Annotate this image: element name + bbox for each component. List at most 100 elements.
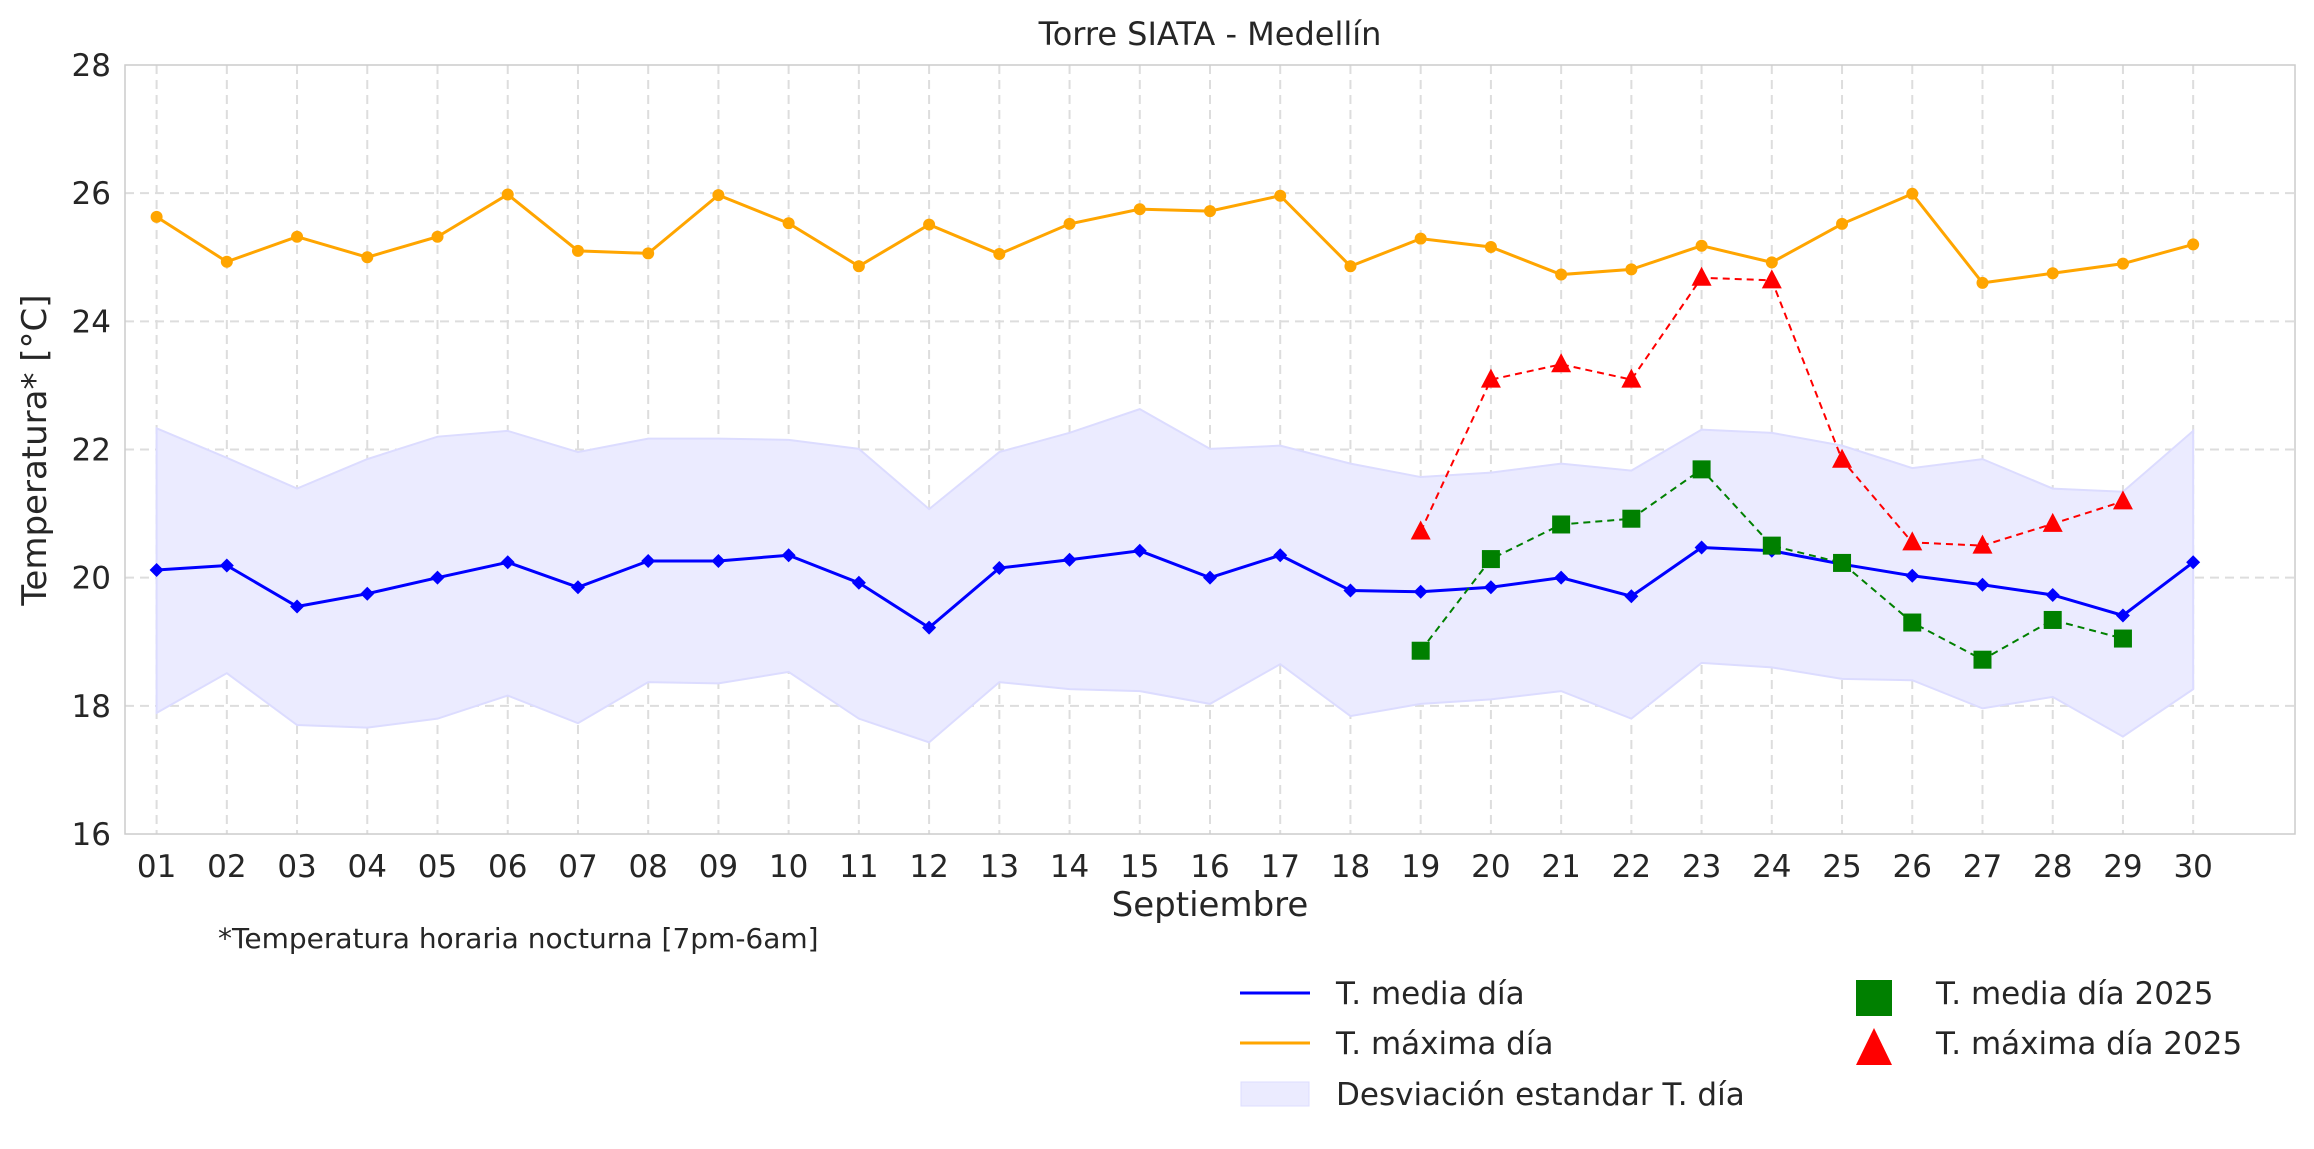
- x-tick-label: 05: [418, 849, 457, 885]
- data-point-max: [1765, 256, 1778, 269]
- data-point-max-2025: [1551, 353, 1572, 373]
- data-point-mean: [1554, 570, 1569, 585]
- std-deviation-band: [155, 408, 2195, 744]
- data-point-max: [1836, 217, 1849, 230]
- tick-labels: 16 18 20 22 24 26 28 01 02 03 04 05 06 07 08 09 10 11 12 13…: [72, 48, 2213, 885]
- x-tick-label: 24: [1752, 849, 1791, 885]
- x-tick-label: 16: [1190, 849, 1229, 885]
- legend-label-max-2025: T. máxima día 2025: [1935, 1026, 2242, 1062]
- data-point-max: [1344, 260, 1357, 273]
- data-point-mean: [1203, 570, 1217, 585]
- data-point-mean: [570, 580, 585, 595]
- data-point-mean-2025: [1411, 641, 1430, 660]
- data-point-mean: [430, 570, 445, 585]
- data-point-mean: [1975, 577, 1990, 592]
- data-point-mean: [992, 561, 1007, 576]
- y-tick-label: 22: [72, 433, 111, 469]
- x-tick-label: 10: [769, 849, 808, 885]
- x-tick-label: 22: [1612, 849, 1651, 885]
- data-point-max-2025: [1480, 368, 1501, 388]
- data-point-max-2025: [1972, 534, 1993, 554]
- data-point-mean: [500, 555, 515, 570]
- legend-swatch-band: [1240, 1081, 1310, 1107]
- x-tick-label: 29: [2103, 849, 2142, 885]
- data-point-max: [501, 188, 514, 201]
- x-tick-label: 09: [699, 849, 738, 885]
- series-line-2: [1419, 468, 2124, 661]
- legend-swatch-mean-2025: [1856, 980, 1892, 1016]
- data-point-mean: [851, 575, 866, 590]
- legend-label-max: T. máxima día: [1335, 1026, 1553, 1062]
- data-point-max: [1274, 189, 1287, 202]
- series-layer: [149, 187, 2201, 669]
- data-point-max: [782, 217, 795, 230]
- data-point-mean: [2045, 587, 2060, 602]
- x-tick-label: 07: [558, 849, 597, 885]
- data-point-max: [852, 260, 865, 273]
- data-point-max: [1976, 276, 1989, 289]
- data-point-mean: [1905, 568, 1920, 583]
- data-point-mean-2025: [1762, 536, 1781, 555]
- y-axis-label: Temperatura* [°C]: [15, 294, 55, 606]
- data-point-max: [923, 218, 936, 231]
- x-tick-label: 23: [1682, 849, 1721, 885]
- data-point-mean: [781, 548, 796, 563]
- data-point-mean: [1343, 583, 1358, 598]
- x-tick-label: 19: [1401, 849, 1440, 885]
- series-line-0: [156, 546, 2195, 630]
- data-point-mean: [360, 586, 375, 601]
- x-tick-label: 08: [628, 849, 667, 885]
- x-tick-label: 28: [2033, 849, 2072, 885]
- x-tick-label: 02: [207, 849, 246, 885]
- x-tick-label: 21: [1541, 849, 1580, 885]
- x-tick-label: 01: [137, 849, 176, 885]
- data-point-max-2025: [1410, 520, 1431, 540]
- data-point-max-2025: [1832, 448, 1853, 468]
- x-tick-label: 03: [277, 849, 316, 885]
- x-tick-label: 27: [1963, 849, 2002, 885]
- data-point-max: [1063, 217, 1076, 230]
- data-point-max: [712, 189, 725, 202]
- legend: T. media día T. máxima día Desviación es…: [1240, 976, 2242, 1113]
- data-point-max: [220, 255, 233, 268]
- legend-label-mean: T. media día: [1335, 976, 1525, 1012]
- data-point-mean-2025: [1552, 515, 1571, 534]
- legend-swatch-max-2025: [1856, 1028, 1892, 1065]
- data-point-max: [361, 251, 374, 264]
- data-point-max: [1555, 268, 1568, 281]
- data-point-mean-2025: [1481, 550, 1500, 569]
- data-point-max: [2046, 267, 2059, 280]
- x-tick-label: 14: [1050, 849, 1089, 885]
- data-point-max: [1625, 263, 1638, 276]
- x-tick-label: 12: [909, 849, 948, 885]
- x-tick-label: 30: [2173, 849, 2212, 885]
- data-point-max-2025: [2042, 512, 2063, 532]
- y-tick-label: 28: [72, 48, 111, 84]
- y-tick-label: 18: [72, 689, 111, 725]
- data-point-mean-2025: [1692, 460, 1711, 479]
- data-point-mean: [290, 599, 305, 614]
- data-point-mean: [2115, 608, 2130, 623]
- data-point-max: [1204, 205, 1216, 218]
- y-tick-label: 24: [72, 304, 111, 340]
- data-point-mean-2025: [2043, 610, 2062, 629]
- data-point-mean: [641, 554, 656, 569]
- y-tick-label: 16: [72, 817, 111, 853]
- data-point-max-2025: [1691, 266, 1712, 286]
- x-tick-label: 04: [348, 849, 387, 885]
- legend-label-band: Desviación estandar T. día: [1336, 1077, 1745, 1113]
- data-point-max: [2116, 257, 2129, 270]
- data-point-max: [642, 247, 655, 260]
- x-tick-label: 06: [488, 849, 527, 885]
- data-point-mean-2025: [1622, 509, 1641, 528]
- std-band-layer: [155, 408, 2195, 744]
- data-point-mean: [922, 620, 937, 635]
- data-point-mean-2025: [1903, 613, 1922, 632]
- data-point-mean: [149, 562, 164, 577]
- x-tick-label: 15: [1120, 849, 1159, 885]
- data-point-max-2025: [1902, 531, 1923, 551]
- data-point-max: [571, 244, 584, 257]
- x-tick-label: 25: [1822, 849, 1861, 885]
- data-point-mean: [711, 554, 726, 569]
- data-point-mean-2025: [2113, 629, 2132, 648]
